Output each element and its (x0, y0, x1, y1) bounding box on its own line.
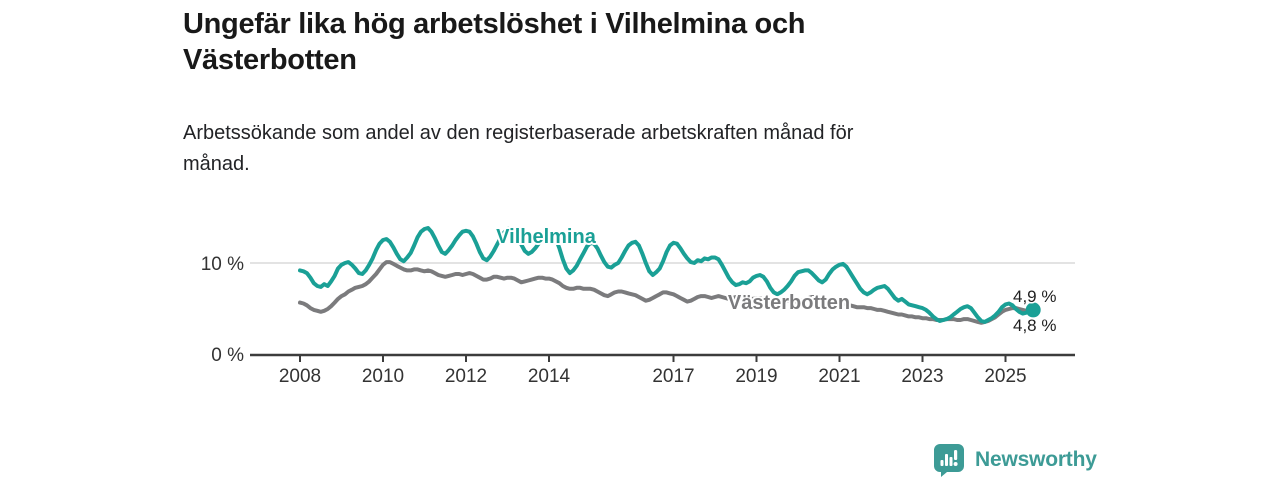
x-tick-label: 2012 (445, 366, 487, 387)
end-value-vilhelmina: 4,9 % (1013, 287, 1056, 306)
newsworthy-wordmark: Newsworthy (975, 448, 1097, 471)
x-tick-label: 2008 (279, 366, 321, 387)
x-axis-ticks: 2008 2010 2012 2014 2017 2019 2021 2023 2025 (279, 355, 1027, 387)
x-tick-label: 2021 (818, 366, 860, 387)
series-label-vasterbotten: Västerbotten (728, 292, 850, 314)
line-vilhelmina (298, 226, 1036, 324)
x-tick-label: 2017 (652, 366, 694, 387)
bar-chart-glyph (940, 450, 958, 466)
page-subtitle: Arbetssökande som andel av den registerb… (183, 122, 854, 175)
newsworthy-logo[interactable]: Newsworthy (933, 443, 1097, 477)
y-axis-label-0: 0 % (211, 345, 244, 366)
end-value-vasterbotten: 4,8 % (1013, 316, 1056, 335)
y-axis-label-10: 10 % (201, 254, 244, 275)
x-tick-label: 2014 (528, 366, 571, 387)
x-tick-label: 2019 (735, 366, 777, 387)
series-label-vilhelmina: Vilhelmina (496, 226, 597, 248)
line-vasterbotten (298, 260, 1036, 325)
newsworthy-logo-icon (934, 444, 964, 477)
x-tick-label: 2010 (362, 366, 404, 387)
x-tick-label: 2025 (984, 366, 1026, 387)
x-tick-label: 2023 (901, 366, 943, 387)
page-title: Ungefär lika hög arbetslöshet i Vilhelmi… (183, 8, 806, 76)
end-dot-vilhelmina (1025, 302, 1041, 318)
speech-bubble-shape (934, 444, 964, 477)
